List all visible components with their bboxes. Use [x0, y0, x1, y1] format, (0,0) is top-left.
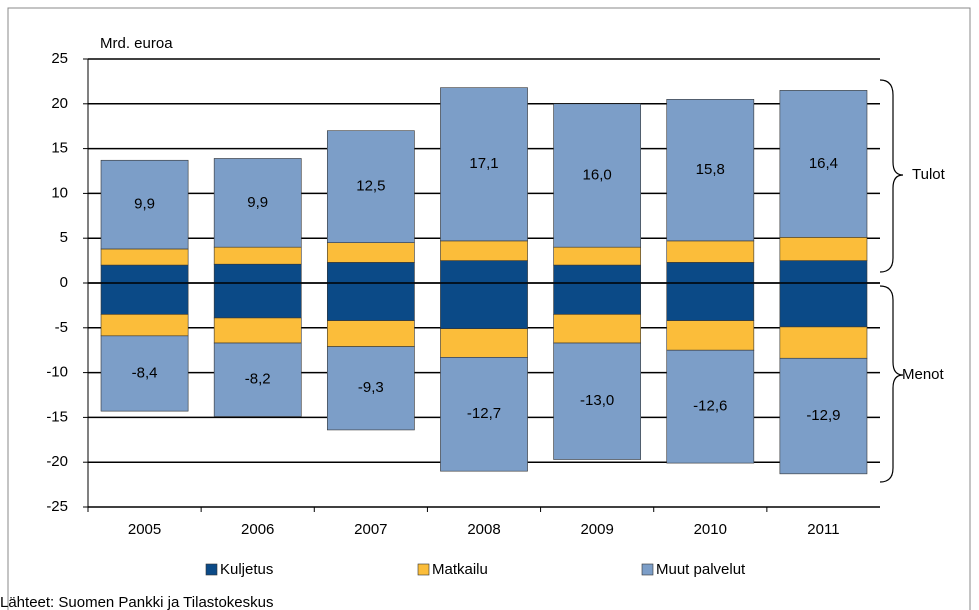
bar-segment	[440, 260, 528, 284]
bar-segment	[666, 240, 755, 263]
y-tick-label: 15	[51, 140, 68, 157]
legend-swatch	[205, 563, 218, 576]
bar-segment	[213, 246, 302, 265]
value-label: 9,9	[134, 196, 155, 213]
unit-label: Mrd. euroa	[100, 35, 173, 52]
y-tick-label: 0	[60, 274, 68, 291]
bar-segment	[553, 103, 642, 248]
value-label: -12,6	[693, 398, 727, 415]
bar-segment	[440, 87, 528, 242]
value-label: 16,0	[583, 166, 612, 183]
x-tick-label: 2010	[694, 521, 727, 538]
x-tick-label: 2006	[241, 521, 274, 538]
annotation: Menot	[902, 366, 945, 383]
x-tick-label: 2011	[807, 521, 839, 538]
bar-segment	[553, 246, 642, 266]
bar-segment	[213, 158, 302, 248]
value-label: 9,9	[247, 194, 268, 211]
bar-segment	[553, 314, 642, 344]
value-label: 17,1	[469, 155, 498, 172]
y-tick-label: -15	[46, 408, 68, 425]
bar-segment	[440, 357, 528, 472]
value-label: -12,9	[806, 407, 840, 424]
bar-segment	[666, 320, 755, 351]
bar-segment	[213, 263, 302, 284]
bar-segment	[553, 282, 642, 315]
bar-segment	[666, 349, 755, 464]
x-tick-label: 2007	[354, 521, 387, 538]
legend-swatch	[417, 563, 430, 576]
legend-label: Muut palvelut	[656, 561, 746, 578]
menot-brace	[879, 285, 904, 483]
y-tick-label: 5	[60, 229, 68, 246]
bar-segment	[213, 317, 302, 344]
value-label: 12,5	[356, 178, 385, 195]
bar-segment	[326, 242, 415, 263]
value-label: -13,0	[580, 392, 614, 409]
bar-segment	[326, 320, 415, 347]
y-tick-label: -10	[46, 364, 68, 381]
bar-segment	[779, 282, 868, 328]
tulot-brace	[879, 79, 904, 273]
bar-segment	[213, 282, 302, 319]
bar-segment	[666, 262, 755, 284]
bar-segment	[440, 240, 528, 261]
bar-segment	[779, 326, 868, 359]
bar-segment	[779, 357, 868, 475]
bar-segment	[779, 237, 868, 261]
legend-swatch	[641, 563, 654, 576]
bar-segment	[100, 264, 189, 284]
bar-segment	[553, 342, 642, 460]
legend-label: Matkailu	[432, 561, 488, 578]
value-label: -12,7	[467, 405, 501, 422]
y-tick-label: -5	[55, 319, 68, 336]
bar-segment	[326, 346, 415, 431]
bar-segment	[666, 282, 755, 321]
x-tick-label: 2008	[467, 521, 500, 538]
source: Lähteet: Suomen Pankki ja Tilastokeskus	[0, 594, 274, 610]
bar-segment	[100, 335, 189, 412]
y-tick-label: 25	[51, 50, 68, 67]
bar-segment	[326, 130, 415, 243]
bar-segment	[553, 264, 642, 284]
annotation: Tulot	[912, 166, 946, 183]
y-tick-label: 20	[51, 95, 68, 112]
y-tick-label: 10	[51, 184, 68, 201]
value-label: -9,3	[358, 379, 384, 396]
value-label: -8,2	[245, 371, 271, 388]
bar-segment	[666, 99, 755, 242]
bar-segment	[440, 328, 528, 358]
bar-segment	[326, 282, 415, 321]
value-label: 15,8	[696, 161, 725, 178]
value-label: -8,4	[132, 364, 158, 381]
bar-segment	[100, 282, 189, 315]
bar-segment	[779, 90, 868, 238]
x-tick-label: 2009	[580, 521, 613, 538]
legend-label: Kuljetus	[220, 561, 273, 578]
bar-segment	[213, 342, 302, 417]
y-tick-label: -20	[46, 453, 68, 470]
value-label: 16,4	[809, 155, 838, 172]
bar-segment	[326, 262, 415, 284]
y-tick-label: -25	[46, 498, 68, 515]
chart-frame	[7, 7, 971, 610]
bar-segment	[100, 248, 189, 266]
bar-segment	[779, 260, 868, 284]
x-tick-label: 2005	[128, 521, 161, 538]
bar-segment	[100, 314, 189, 337]
bar-segment	[100, 159, 189, 250]
bar-segment	[440, 282, 528, 329]
